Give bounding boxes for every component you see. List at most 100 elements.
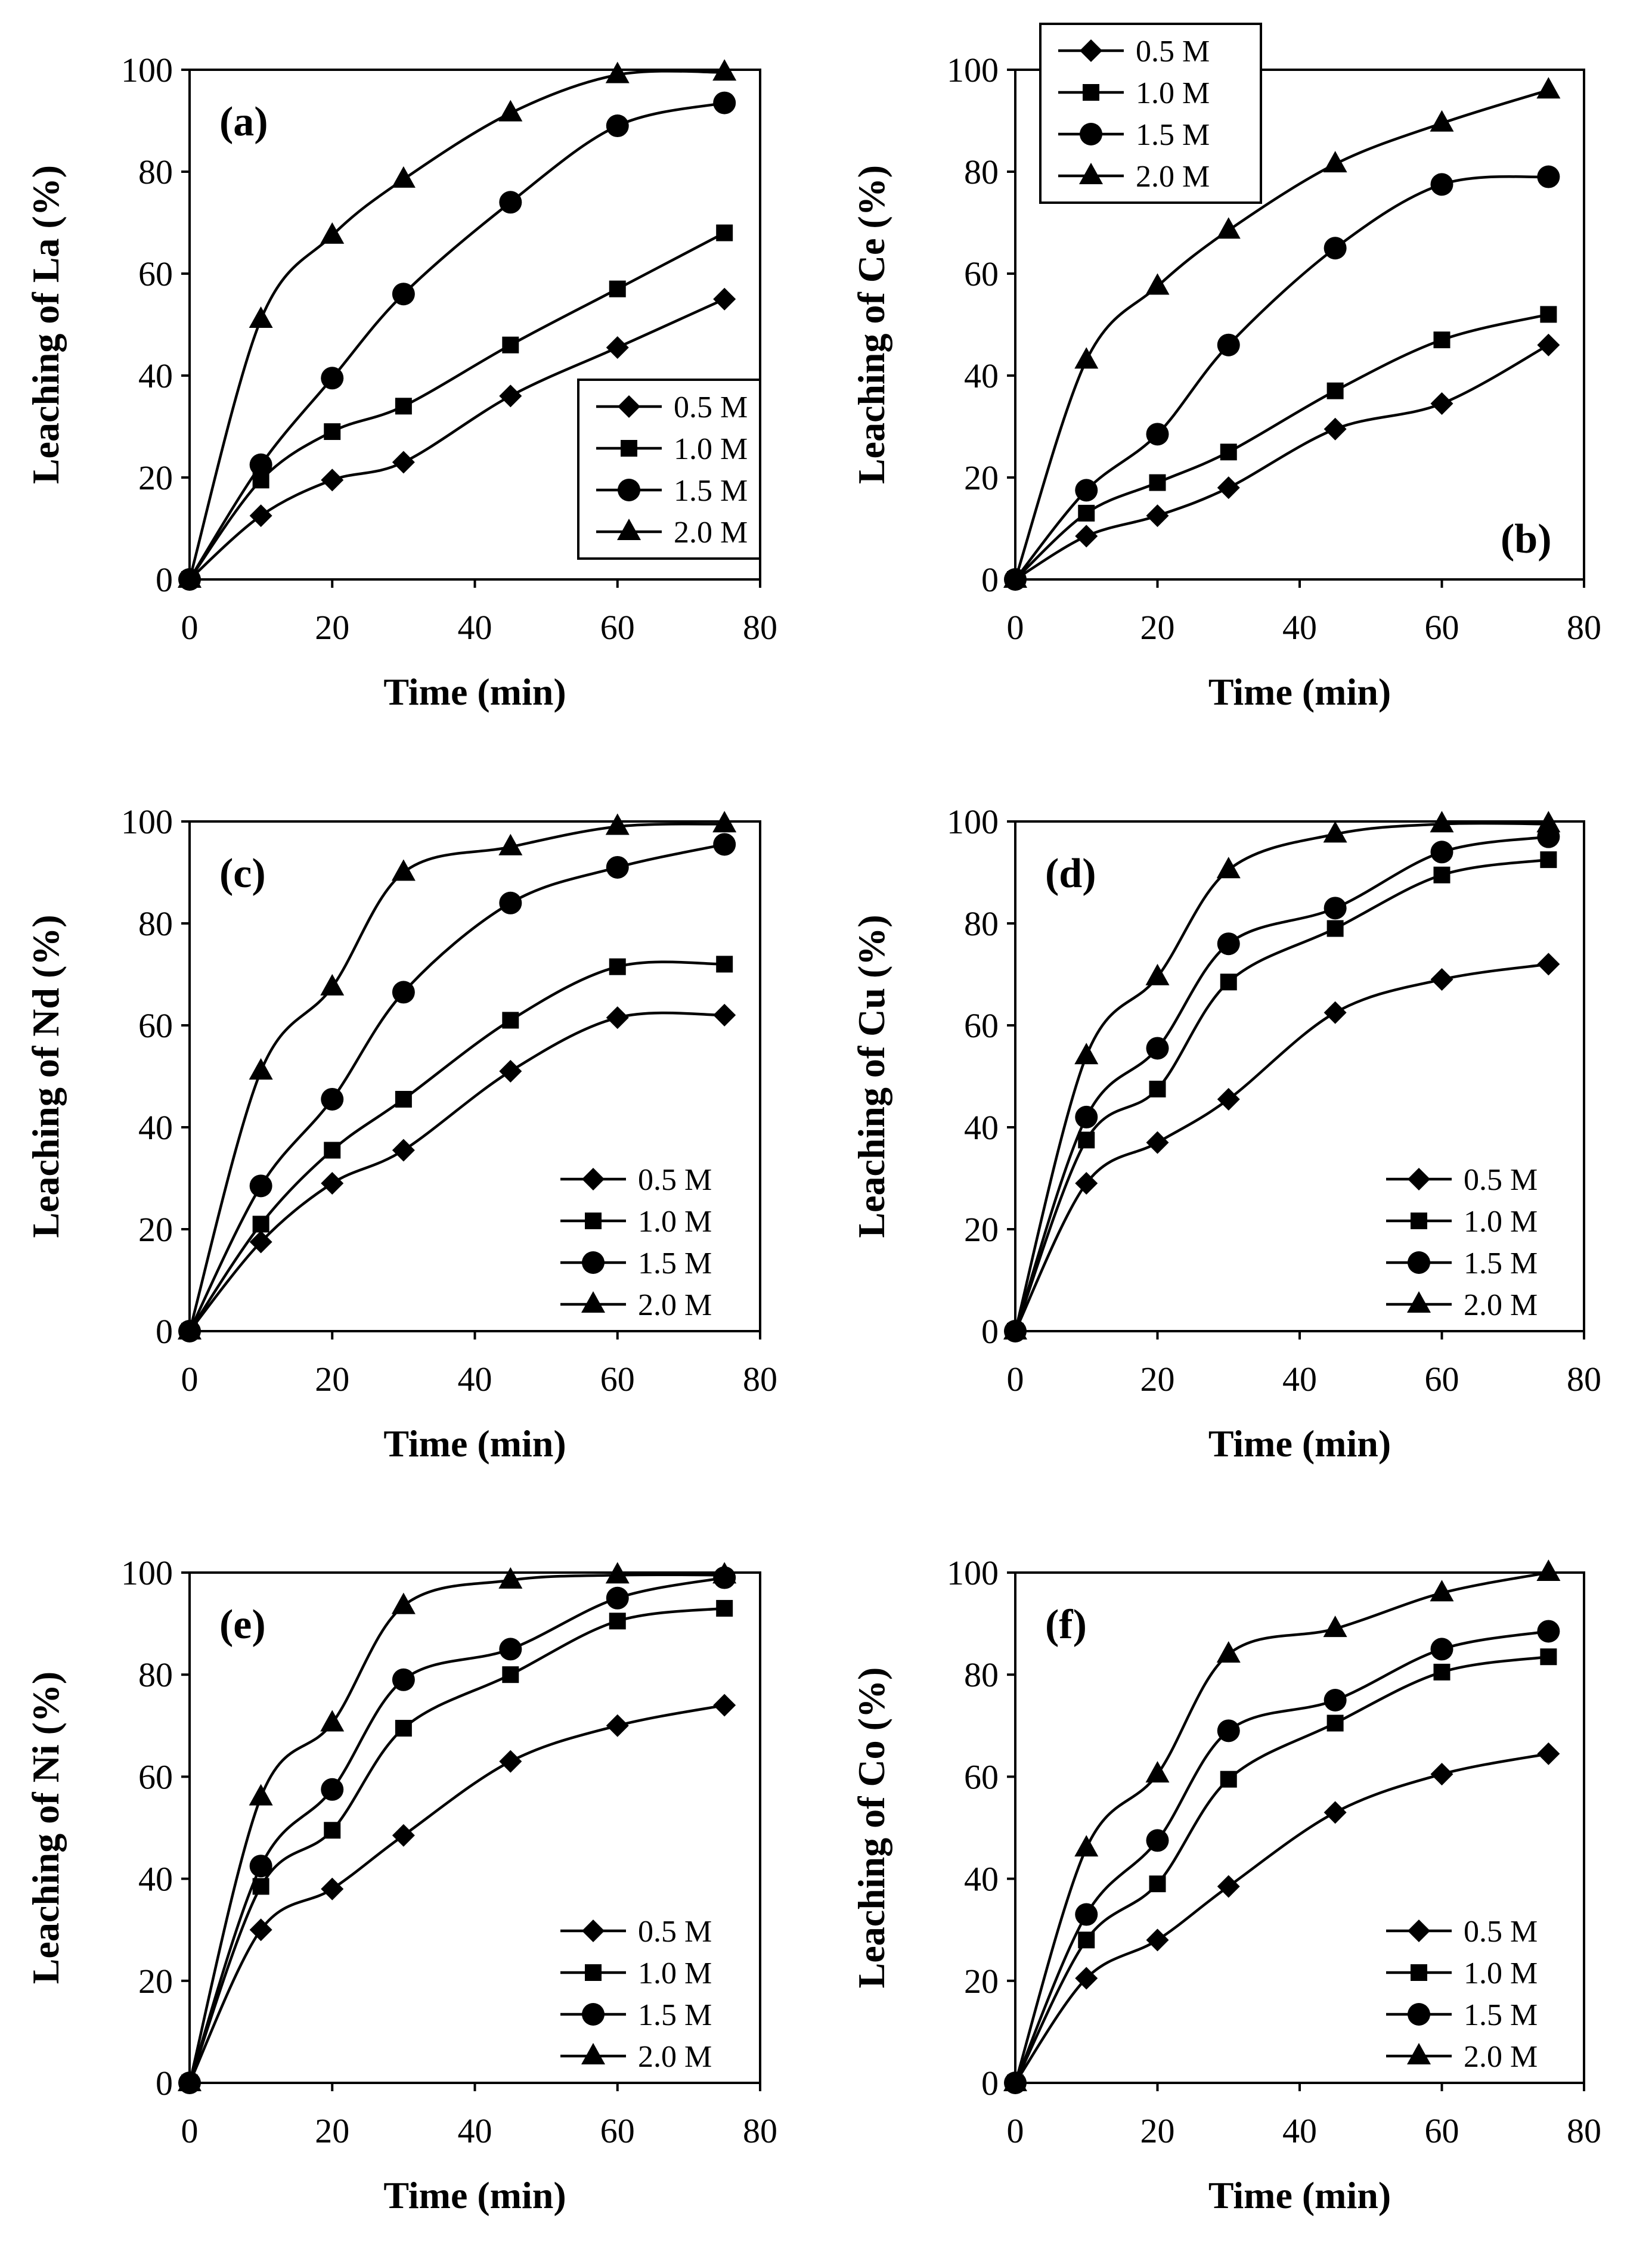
data-point-square bbox=[716, 224, 733, 241]
y-tick-label: 40 bbox=[138, 1860, 173, 1899]
data-point-circle bbox=[1324, 1689, 1347, 1711]
data-point-square bbox=[1149, 1080, 1166, 1097]
data-point-triangle bbox=[391, 859, 416, 881]
legend-marker-square bbox=[1411, 1213, 1427, 1229]
data-point-circle bbox=[1217, 932, 1240, 956]
legend-label: 0.5 M bbox=[1464, 1163, 1538, 1197]
legend-label: 1.5 M bbox=[1464, 1247, 1538, 1280]
data-point-circle bbox=[499, 1638, 522, 1661]
data-point-diamond bbox=[1537, 1742, 1560, 1765]
legend-label: 2.0 M bbox=[1464, 1288, 1538, 1322]
legend-label: 0.5 M bbox=[638, 1915, 712, 1949]
data-point-triangle bbox=[1430, 110, 1454, 132]
data-point-circle bbox=[606, 1586, 629, 1610]
y-tick-label: 100 bbox=[121, 1554, 173, 1592]
y-tick-label: 40 bbox=[964, 1860, 999, 1899]
legend-marker-diamond bbox=[1408, 1168, 1430, 1190]
data-point-diamond bbox=[606, 1006, 629, 1030]
data-point-triangle bbox=[1003, 566, 1027, 588]
data-point-triangle bbox=[1074, 1835, 1099, 1857]
data-point-diamond bbox=[606, 336, 629, 359]
data-point-diamond bbox=[1430, 1763, 1453, 1786]
data-point-diamond bbox=[713, 1003, 736, 1027]
data-point-triangle bbox=[498, 833, 523, 855]
y-tick-label: 40 bbox=[138, 356, 173, 395]
data-point-circle bbox=[321, 1087, 344, 1111]
data-point-circle bbox=[1075, 1903, 1098, 1926]
data-point-triangle bbox=[605, 813, 630, 835]
data-point-square bbox=[1149, 1875, 1166, 1893]
data-point-diamond bbox=[1537, 953, 1560, 976]
legend-marker-diamond bbox=[618, 395, 640, 418]
x-tick-label: 40 bbox=[458, 608, 492, 647]
y-tick-label: 40 bbox=[138, 1108, 173, 1147]
data-point-triangle bbox=[391, 1592, 416, 1614]
series-line bbox=[1014, 313, 1549, 581]
data-point-circle bbox=[499, 191, 522, 214]
data-point-square bbox=[1433, 866, 1450, 883]
series-20m bbox=[1003, 77, 1561, 588]
legend-marker-triangle bbox=[617, 519, 641, 540]
legend: 0.5 M 1.0 M 1.5 M 2.0 M bbox=[1039, 23, 1262, 204]
y-tick-label: 80 bbox=[138, 153, 173, 191]
legend-marker-square bbox=[1083, 84, 1099, 101]
data-point-square bbox=[1220, 444, 1237, 461]
data-point-diamond bbox=[392, 1824, 415, 1847]
data-point-circle bbox=[606, 114, 629, 138]
data-point-triangle bbox=[498, 1567, 523, 1589]
data-point-diamond bbox=[249, 504, 272, 528]
data-point-diamond bbox=[249, 1230, 272, 1254]
data-point-triangle bbox=[712, 1562, 737, 1584]
data-point-square bbox=[324, 423, 341, 441]
x-tick-label: 60 bbox=[1425, 1360, 1459, 1399]
data-point-square bbox=[502, 1666, 519, 1683]
data-point-square bbox=[395, 1090, 412, 1108]
data-point-square bbox=[502, 336, 519, 354]
data-point-circle bbox=[1430, 173, 1453, 196]
legend-label: 0.5 M bbox=[638, 1163, 712, 1197]
x-tick-label: 80 bbox=[743, 608, 777, 647]
panel-cu: 0 20 40 60 80 100 0 20 40 60 80 Time (min) Leaching … bbox=[850, 802, 1601, 1465]
x-tick-label: 20 bbox=[1140, 1360, 1175, 1399]
x-tick-label: 0 bbox=[1007, 1360, 1024, 1399]
data-point-circle bbox=[606, 855, 629, 879]
data-point-square bbox=[1078, 1131, 1095, 1149]
data-point-diamond bbox=[321, 1172, 344, 1195]
y-tick-label: 80 bbox=[138, 1655, 173, 1694]
panel-ni: 0 20 40 60 80 100 0 20 40 60 80 Time (min) Leaching … bbox=[24, 1554, 777, 2216]
series-line bbox=[1014, 343, 1549, 581]
data-point-circle bbox=[249, 1174, 272, 1198]
legend-label: 1.5 M bbox=[674, 474, 748, 508]
x-axis-title: Time (min) bbox=[383, 671, 566, 713]
data-point-circle bbox=[1430, 841, 1453, 864]
data-point-square bbox=[1326, 920, 1344, 937]
data-point-circle bbox=[1324, 237, 1347, 260]
data-point-triangle bbox=[1323, 821, 1347, 843]
x-tick-label: 0 bbox=[181, 2111, 199, 2150]
panel-label: (f) bbox=[1045, 1602, 1087, 1648]
legend-marker-triangle bbox=[1407, 2043, 1431, 2064]
y-axis-title: Leaching of Co (%) bbox=[850, 1667, 892, 1989]
data-point-circle bbox=[392, 1668, 415, 1691]
y-tick-label: 100 bbox=[121, 802, 173, 841]
x-tick-label: 60 bbox=[600, 608, 635, 647]
y-axis-title: Leaching of La (%) bbox=[24, 165, 67, 484]
data-point-triangle bbox=[1003, 2070, 1027, 2091]
data-point-diamond bbox=[713, 287, 736, 311]
legend-marker-circle bbox=[1080, 123, 1102, 145]
y-tick-label: 100 bbox=[947, 802, 999, 841]
data-point-triangle bbox=[1216, 1641, 1241, 1663]
data-point-triangle bbox=[1003, 1318, 1027, 1340]
data-point-square bbox=[252, 1216, 269, 1233]
data-point-diamond bbox=[1146, 504, 1169, 528]
y-axis-title: Leaching of Ce (%) bbox=[850, 165, 892, 484]
data-point-triangle bbox=[1074, 347, 1099, 369]
y-tick-label: 60 bbox=[138, 1006, 173, 1045]
legend-marker-triangle bbox=[1079, 163, 1103, 184]
panel-label: (c) bbox=[219, 851, 266, 897]
x-tick-label: 40 bbox=[1282, 2111, 1317, 2150]
data-point-circle bbox=[1430, 1638, 1453, 1661]
legend-box bbox=[577, 379, 761, 560]
data-point-triangle bbox=[712, 59, 737, 81]
data-point-square bbox=[1540, 1648, 1557, 1666]
